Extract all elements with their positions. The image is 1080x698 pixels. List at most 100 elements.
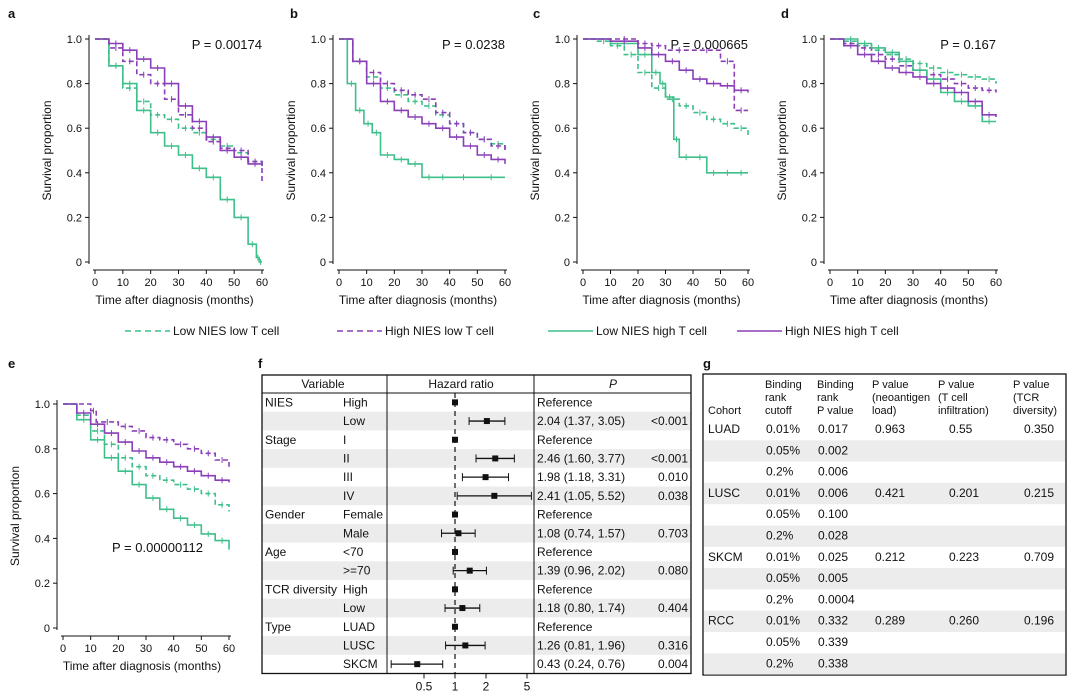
table-g-cell: 0.350	[1024, 422, 1054, 436]
y-tick-label: 1.0	[67, 34, 82, 46]
x-tick-label: 60	[223, 643, 235, 655]
km-curve-high-nies-high-t-cell	[95, 38, 263, 167]
y-tick-label: 0.8	[67, 79, 82, 91]
y-axis-label: Survival proportion	[775, 100, 789, 200]
x-tick-label: 20	[879, 277, 891, 289]
forest-variable-name: Gender	[265, 508, 305, 522]
x-tick-label: 40	[200, 277, 212, 289]
km-curve-low-nies-low-t-cell	[63, 403, 230, 512]
table-g-cell: 0.215	[1024, 486, 1054, 500]
y-tick-label: 0.8	[311, 79, 326, 91]
table-g-cell: 0.017	[818, 422, 848, 436]
table-g-cell: 0.005	[818, 571, 848, 585]
table-g-cell: 0.332	[818, 614, 848, 628]
km-curve-low-nies-high-t-cell	[63, 403, 230, 550]
table-g-header: Binding	[765, 379, 802, 391]
table-g-header: diversity)	[1013, 405, 1057, 417]
km-curve-high-nies-low-t-cell	[63, 403, 230, 467]
km-curve-high-nies-high-t-cell	[63, 403, 230, 483]
table-g-header: (T cell	[938, 392, 968, 404]
y-tick-label: 0.2	[311, 212, 326, 224]
forest-variable-level: Female	[343, 508, 383, 522]
y-tick-label: 0.2	[35, 578, 50, 590]
y-tick-label: 1.0	[802, 34, 817, 46]
table-g-cell: 0.2%	[766, 592, 794, 606]
x-tick-label: 0	[60, 643, 66, 655]
table-g-cell: 0.05%	[766, 507, 800, 521]
km-panel-d	[820, 35, 998, 274]
table-g-cell: 0.2%	[766, 529, 794, 543]
y-tick-label: 0	[320, 257, 326, 269]
x-tick-label: 10	[85, 643, 97, 655]
table-g-cell: 0.01%	[766, 422, 800, 436]
km-curve-high-nies-low-t-cell	[339, 38, 506, 151]
km-curve-low-nies-low-t-cell	[583, 38, 749, 138]
table-g-cell: 0.006	[818, 465, 848, 479]
forest-hr-text: 1.98 (1.18, 3.31)	[537, 470, 625, 484]
forest-hr-text: Reference	[537, 620, 593, 634]
forest-hr-text: 1.39 (0.96, 2.02)	[537, 564, 625, 578]
x-tick-label: 60	[742, 277, 754, 289]
table-g-header: rank	[817, 392, 839, 404]
table-g-cell: 0.006	[818, 486, 848, 500]
forest-p-value: 0.703	[658, 526, 688, 540]
y-tick-label: 0.6	[67, 123, 82, 135]
km-panel-a	[85, 35, 264, 274]
km-curve-high-nies-low-t-cell	[95, 38, 263, 184]
forest-hr-text: 2.04 (1.37, 3.05)	[537, 414, 625, 428]
panel-label-f: f	[258, 356, 263, 371]
table-g-cell: 0.338	[818, 656, 848, 670]
table-g-cell: 0.05%	[766, 635, 800, 649]
x-tick-label: 50	[714, 277, 726, 289]
panel-label-g: g	[703, 356, 711, 371]
table-g-cell: 0.709	[1024, 550, 1054, 564]
forest-variable-level: LUAD	[343, 620, 375, 634]
table-g-cell: 0.05%	[766, 443, 800, 457]
legend-label: Low NIES high T cell	[596, 324, 707, 338]
table-g-header: infiltration)	[938, 405, 989, 417]
y-tick-label: 0.8	[35, 444, 50, 456]
forest-variable-level: Male	[343, 526, 369, 540]
y-tick-label: 0.6	[311, 123, 326, 135]
table-g-header: cutoff	[765, 405, 793, 417]
table-g-cell: 0.212	[875, 550, 905, 564]
x-tick-label: 30	[172, 277, 184, 289]
table-g-row-stripe	[704, 482, 1065, 505]
forest-point-estimate	[482, 474, 489, 481]
y-tick-label: 1.0	[311, 34, 326, 46]
forest-variable-level: II	[343, 451, 350, 465]
forest-hr-text: 2.46 (1.60, 3.77)	[537, 451, 625, 465]
x-tick-label: 30	[659, 277, 671, 289]
y-tick-label: 1.0	[35, 399, 50, 411]
forest-hr-text: 1.08 (0.74, 1.57)	[537, 526, 625, 540]
y-tick-label: 0.6	[555, 123, 570, 135]
forest-variable-name: Stage	[265, 433, 297, 447]
km-panel-b	[329, 35, 507, 274]
table-g-cell: 0.01%	[766, 550, 800, 564]
x-tick-label: 0	[336, 277, 342, 289]
table-g-row-stripe	[704, 653, 1065, 675]
y-tick-label: 0.4	[802, 168, 817, 180]
panel-label-c: c	[533, 6, 540, 21]
forest-variable-level: I	[343, 433, 346, 447]
y-tick-label: 0.4	[35, 533, 50, 545]
x-tick-label: 20	[388, 277, 400, 289]
y-axis-label: Survival proportion	[8, 466, 22, 566]
x-tick-label: 0	[827, 277, 833, 289]
table-g-border	[702, 373, 1067, 676]
table-g-cell: 0.05%	[766, 571, 800, 585]
table-g-header: P value	[938, 379, 975, 391]
forest-header-hazard-ratio: Hazard ratio	[428, 377, 494, 391]
x-tick-label: 10	[852, 277, 864, 289]
forest-point-estimate	[452, 548, 458, 555]
y-tick-label: 0.8	[802, 79, 817, 91]
table-g-cell: 0.339	[818, 635, 848, 649]
x-tick-label: 40	[444, 277, 456, 289]
forest-point-estimate	[452, 436, 458, 443]
table-g-cell: LUSC	[708, 486, 740, 500]
forest-p-value: <0.001	[651, 451, 688, 465]
x-axis-label: Time after diagnosis (months)	[95, 293, 253, 307]
table-g-cell: 0.55	[949, 422, 973, 436]
p-value-annotation: P = 0.000665	[671, 37, 748, 52]
table-g-cell: 0.0004	[818, 592, 855, 606]
